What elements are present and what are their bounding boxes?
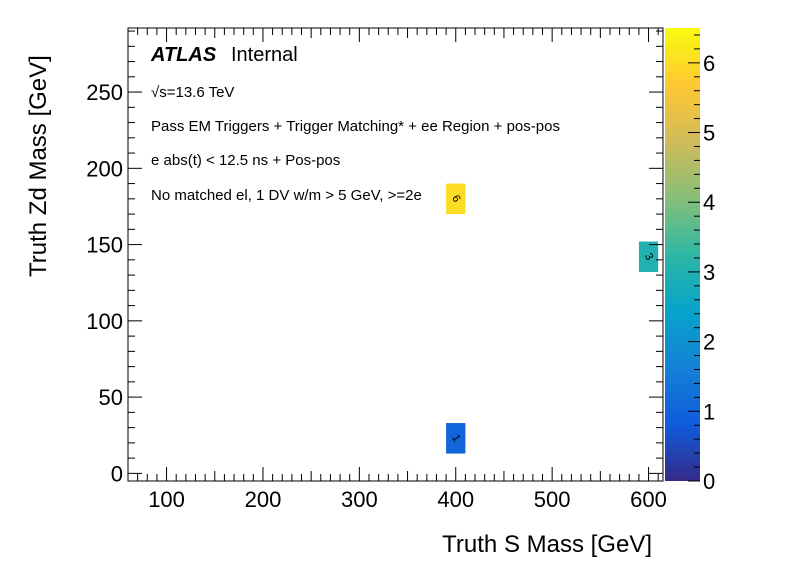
selection-line-3: No matched el, 1 DV w/m > 5 GeV, >=2e	[151, 187, 422, 204]
y-axis-title: Truth Zd Mass [GeV]	[25, 55, 52, 277]
cell-value-label: 1	[449, 433, 462, 444]
y-tick-label: 250	[86, 80, 123, 105]
y-tick-label: 0	[111, 461, 123, 486]
selection-line-1: Pass EM Triggers + Trigger Matching* + e…	[151, 118, 560, 135]
y-tick-label: 150	[86, 233, 123, 258]
cell-value-label: 3	[642, 251, 655, 262]
x-axis-title: Truth S Mass [GeV]	[442, 531, 652, 558]
colorbar-tick-label: 2	[703, 330, 715, 355]
y-tick-label: 50	[99, 385, 123, 410]
x-tick-label: 100	[148, 487, 185, 512]
heatmap-cell	[446, 183, 466, 215]
selection-line-2: e abs(t) < 12.5 ns + Pos-pos	[151, 152, 340, 169]
colorbar-tick-label: 0	[703, 469, 715, 494]
y-tick-label: 200	[86, 156, 123, 181]
colorbar-tick-label: 6	[703, 51, 715, 76]
internal-label: Internal	[231, 44, 298, 66]
heatmap-cell	[446, 423, 466, 454]
heatmap-cell	[638, 241, 659, 273]
y-tick-label: 100	[86, 309, 123, 334]
x-tick-label: 400	[437, 487, 474, 512]
colorbar	[665, 28, 700, 481]
colorbar-tick-label: 5	[703, 121, 715, 146]
colorbar-tick-label: 3	[703, 260, 715, 285]
plot-frame	[127, 27, 664, 482]
x-tick-label: 200	[245, 487, 282, 512]
colorbar-tick-label: 4	[703, 190, 715, 215]
x-tick-label: 300	[341, 487, 378, 512]
cell-value-label: 6	[449, 193, 462, 204]
atlas-label: ATLAS	[150, 44, 217, 66]
energy-label: √s=13.6 TeV	[151, 84, 234, 101]
x-tick-label: 500	[534, 487, 571, 512]
colorbar-tick-label: 1	[703, 399, 715, 424]
x-tick-label: 600	[630, 487, 667, 512]
